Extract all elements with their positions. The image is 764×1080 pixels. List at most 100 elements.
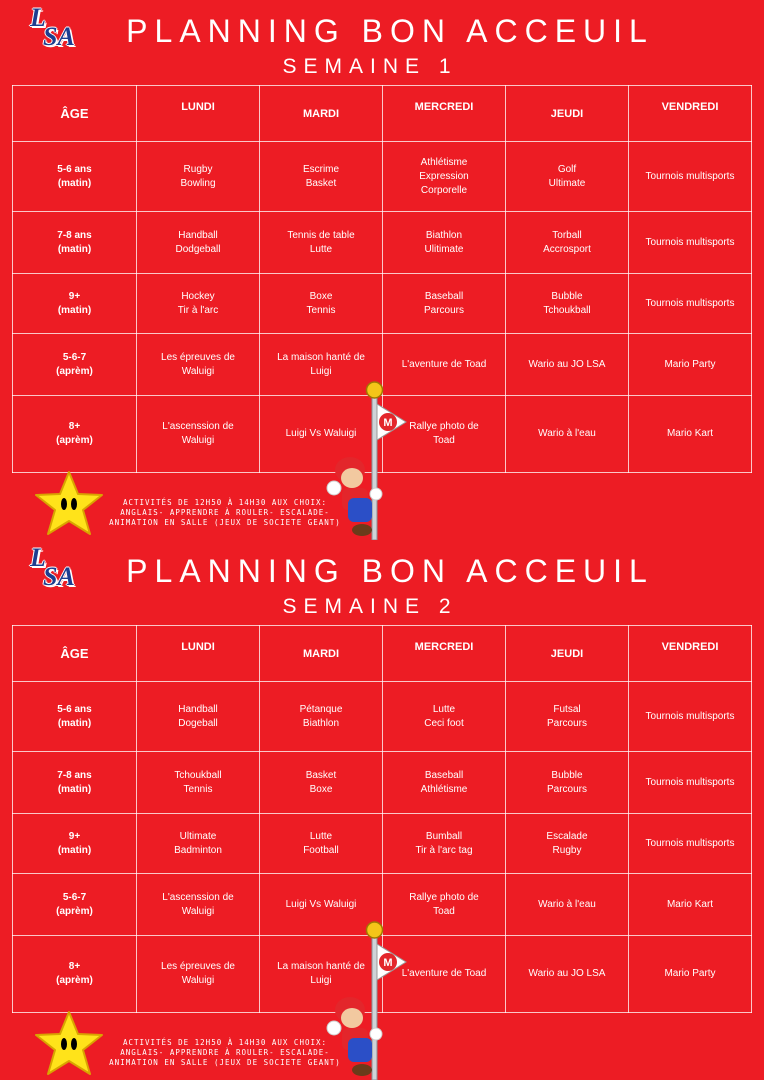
activity-line: Lutte	[432, 703, 456, 715]
activity-line: Basket	[305, 177, 337, 189]
activity-cell-tuesday: Tennis de table Lutte	[259, 211, 383, 274]
header-thursday: JEUDI	[505, 625, 629, 682]
activity-line: L'aventure de Toad	[401, 968, 487, 979]
activity-cell-monday: Rugby Bowling	[136, 141, 260, 212]
schedule-table: ÂGE LUNDI MARDI MERCREDI JEUDI VENDREDI …	[12, 625, 752, 1013]
age-group-line: 8+	[68, 961, 81, 972]
activity-line: Rallye photo de	[409, 891, 479, 903]
age-group-line: 9+	[68, 830, 81, 842]
age-group-line: (matin)	[57, 177, 92, 189]
activity-line: Escrime	[302, 163, 340, 175]
activity-cell-wednesday: Baseball Parcours	[382, 273, 506, 334]
activity-cell-tuesday: Pétanque Biathlon	[259, 681, 383, 752]
activity-line: Torball	[552, 229, 582, 241]
activity-line: Accrosport	[543, 243, 591, 255]
activity-line: Futsal	[553, 703, 581, 715]
age-group-line: (aprèm)	[56, 905, 93, 917]
table-row-5-6-7-aprem: 5-6-7 (aprèm) Les épreuves de Waluigi La mai…	[12, 333, 752, 396]
week-2-section: L SA PLANNING BON ACCEUIL SEMAINE 2 ÂGE …	[0, 540, 764, 1080]
activity-line: Baseball	[424, 290, 464, 302]
activity-line: Rugby	[552, 844, 582, 856]
activity-line: Dogeball	[178, 717, 218, 729]
activity-line: Tournois multisports	[645, 837, 735, 849]
activity-line: Mario Party	[664, 358, 716, 370]
activity-line: Tir à l'arc	[177, 304, 219, 316]
activity-line: Tchoukball	[543, 304, 591, 316]
activity-cell-thursday: Wario au JO LSA	[505, 333, 629, 396]
activity-cell-monday: Handball Dodgeball	[136, 211, 260, 274]
age-group-line: 9+	[68, 290, 81, 302]
age-group-cell: 5-6-7 (aprèm)	[12, 333, 137, 396]
activity-cell-monday: Ultimate Badminton	[136, 813, 260, 874]
activity-line: Les épreuves de	[161, 351, 235, 363]
activity-line: Handball	[178, 229, 218, 241]
activity-line: Tournois multisports	[645, 297, 735, 309]
age-group-line: (matin)	[57, 243, 92, 255]
activity-line: Luigi Vs Waluigi	[285, 428, 357, 439]
page-title: PLANNING BON ACCEUIL	[126, 553, 654, 589]
age-group-line: 7-8 ans	[57, 769, 92, 781]
activity-line: Ceci foot	[424, 717, 464, 729]
activity-line: Badminton	[174, 844, 222, 856]
activity-line: Mario Party	[664, 968, 716, 979]
header-thursday: JEUDI	[505, 85, 629, 142]
age-group-line: 5-6 ans	[57, 163, 92, 175]
activity-cell-tuesday: Luigi Vs Waluigi	[259, 395, 383, 473]
lunch-activities-note: Activités de 12h50 à 14h30 aux choix: An…	[109, 498, 341, 527]
activity-line: Lutte	[309, 830, 333, 842]
activity-cell-thursday: Bubble Tchoukball	[505, 273, 629, 334]
schedule-table: ÂGE LUNDI MARDI MERCREDI JEUDI VENDREDI …	[12, 85, 752, 473]
table-row-7-8-matin: 7-8 ans (matin) Tchoukball Tennis Basket Boxe…	[12, 751, 752, 814]
table-row-5-6-matin: 5-6 ans (matin) Rugby Bowling Escrime Basket A…	[12, 141, 752, 212]
activity-cell-tuesday: Escrime Basket	[259, 141, 383, 212]
activity-cell-thursday: Wario à l'eau	[505, 873, 629, 936]
activity-cell-monday: Handball Dogeball	[136, 681, 260, 752]
age-group-line: (aprèm)	[56, 365, 93, 377]
age-group-cell: 5-6-7 (aprèm)	[12, 873, 137, 936]
activity-cell-monday: L'ascenssion de Waluigi	[136, 395, 260, 473]
age-group-cell: 8+ (aprèm)	[12, 395, 137, 473]
age-group-line: (matin)	[57, 717, 92, 729]
activity-cell-friday: Mario Kart	[628, 873, 752, 936]
activity-line: Parcours	[546, 783, 587, 795]
activity-line: Corporelle	[420, 184, 468, 196]
activity-line: Pétanque	[299, 703, 343, 715]
activity-line: Mario Kart	[666, 428, 714, 439]
activity-line: Wario au JO LSA	[528, 968, 606, 979]
header-wednesday: MERCREDI	[382, 625, 506, 682]
table-row-9-plus-matin: 9+ (matin) Hockey Tir à l'arc Boxe Tennis Base…	[12, 273, 752, 334]
activity-line: Ultimate	[179, 830, 217, 842]
header-row: ÂGE LUNDI MARDI MERCREDI JEUDI VENDREDI	[12, 85, 752, 142]
activity-cell-wednesday: L'aventure de Toad	[382, 935, 506, 1013]
age-group-cell: 5-6 ans (matin)	[12, 141, 137, 212]
activity-cell-friday: Mario Kart	[628, 395, 752, 473]
activity-line: Tennis	[183, 783, 213, 795]
table-row-8-plus-aprem: 8+ (aprèm) Les épreuves de Waluigi La maison…	[12, 935, 752, 1013]
activity-cell-wednesday: Rallye photo de Toad	[382, 873, 506, 936]
activity-line: La maison hanté de	[277, 961, 365, 972]
age-group-cell: 5-6 ans (matin)	[12, 681, 137, 752]
activity-cell-thursday: Wario à l'eau	[505, 395, 629, 473]
activity-cell-friday: Tournois multisports	[628, 751, 752, 814]
activity-line: L'ascenssion de	[162, 891, 234, 903]
activity-line: Les épreuves de	[161, 961, 235, 972]
activity-cell-friday: Tournois multisports	[628, 681, 752, 752]
activity-line: Football	[303, 844, 339, 856]
activity-line: Bumball	[425, 830, 463, 842]
activity-line: Mario Kart	[666, 898, 714, 910]
activity-line: Parcours	[423, 304, 464, 316]
activity-line: Tir à l'arc tag	[415, 844, 473, 856]
header-age: ÂGE	[12, 625, 137, 682]
activity-cell-monday: Les épreuves de Waluigi	[136, 935, 260, 1013]
age-group-line: 5-6 ans	[57, 703, 92, 715]
activity-line: Toad	[433, 435, 455, 446]
table-row-9-plus-matin: 9+ (matin) Ultimate Badminton Lutte Football B…	[12, 813, 752, 874]
activity-line: Tennis	[306, 304, 336, 316]
star-icon	[35, 471, 103, 535]
week-subtitle: SEMAINE 2	[282, 595, 458, 618]
star-icon	[35, 1011, 103, 1075]
activity-line: Dodgeball	[175, 243, 221, 255]
activity-line: Luigi	[310, 975, 332, 986]
activity-line: Tournois multisports	[645, 776, 735, 788]
header-friday: VENDREDI	[628, 625, 752, 682]
